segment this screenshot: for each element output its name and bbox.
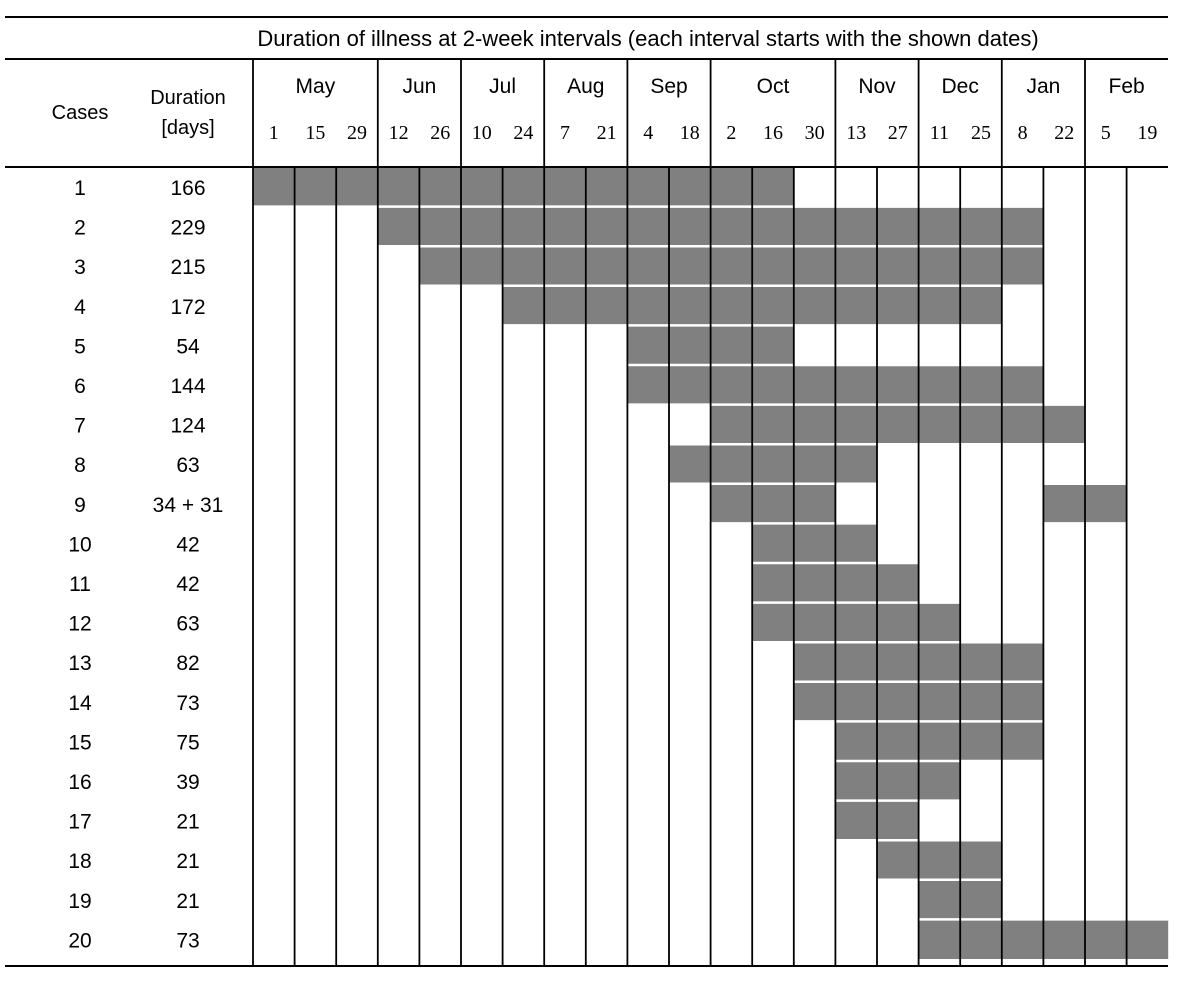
shaded-bar-case-10 [752, 523, 877, 563]
case-number: 15 [68, 731, 91, 754]
interval-date-label: 15 [305, 122, 325, 144]
case-number: 12 [68, 613, 91, 636]
case-number: 7 [74, 415, 86, 438]
duration-value: 215 [170, 256, 205, 279]
interval-date-label: 5 [1101, 122, 1111, 144]
duration-value: 42 [176, 573, 199, 596]
interval-date-label: 18 [680, 122, 700, 144]
duration-value: 82 [176, 652, 199, 675]
month-label: Aug [567, 75, 604, 98]
interval-date-label: 29 [347, 122, 367, 144]
month-label: Oct [757, 75, 790, 98]
duration-value: 172 [170, 296, 205, 319]
duration-value: 124 [170, 415, 205, 438]
grid-lines [5, 16, 1168, 967]
interval-date-label: 22 [1054, 122, 1074, 144]
interval-date-label: 8 [1018, 122, 1028, 144]
case-number: 3 [74, 256, 86, 279]
shaded-bar-case-16 [835, 761, 961, 801]
month-label: Dec [942, 75, 979, 98]
case-number: 13 [68, 652, 91, 675]
interval-date-label: 7 [560, 122, 570, 144]
duration-value: 39 [176, 771, 199, 794]
month-label: May [296, 75, 336, 98]
duration-value: 42 [176, 533, 199, 556]
interval-date-label: 25 [971, 122, 991, 144]
duration-value: 21 [176, 850, 199, 873]
interval-date-label: 11 [930, 122, 949, 144]
month-label: Jul [489, 75, 516, 98]
month-label: Jan [1026, 75, 1060, 98]
case-number: 18 [68, 850, 91, 873]
duration-value: 73 [176, 929, 199, 952]
duration-value: 229 [170, 217, 205, 240]
case-number: 11 [69, 573, 91, 596]
header-duration: Duration [150, 87, 226, 109]
case-number: 16 [68, 771, 91, 794]
duration-value: 21 [176, 890, 199, 913]
case-number: 1 [74, 177, 86, 200]
duration-value: 63 [176, 454, 199, 477]
interval-date-label: 16 [763, 122, 783, 144]
interval-date-label: 30 [805, 122, 825, 144]
chart-title: Duration of illness at 2-week intervals … [257, 26, 1038, 51]
header-duration-unit: [days] [161, 117, 214, 139]
case-number: 9 [74, 494, 86, 517]
month-label: Jun [402, 75, 436, 98]
shaded-bar-case-1 [253, 167, 794, 207]
interval-date-label: 19 [1137, 122, 1157, 144]
interval-date-label: 26 [430, 122, 450, 144]
duration-value: 144 [170, 375, 205, 398]
duration-labels: 166 229 215 172 54 144 124 63 34 + 31 42 42 63 82 73 7… [153, 177, 224, 952]
case-number: 2 [74, 217, 86, 240]
interval-date-label: 10 [472, 122, 492, 144]
duration-value: 21 [176, 811, 199, 834]
interval-date-label: 1 [269, 122, 279, 144]
case-number: 6 [74, 375, 86, 398]
case-number: 17 [68, 811, 91, 834]
shaded-bar-case-12 [752, 602, 961, 643]
interval-date-labels: 1 15 29 12 26 10 24 7 21 4 18 2 16 30 13 27 11 25 8 22 5 19 [269, 122, 1158, 144]
duration-value: 166 [170, 177, 205, 200]
case-number: 5 [74, 335, 86, 358]
interval-date-label: 4 [643, 122, 653, 144]
case-number: 19 [68, 890, 91, 913]
duration-value: 75 [176, 731, 199, 754]
interval-date-label: 13 [846, 122, 866, 144]
month-labels: May Jun Jul Aug Sep Oct Nov Dec Jan Feb [296, 75, 1145, 98]
interval-date-label: 12 [389, 122, 409, 144]
duration-value: 63 [176, 613, 199, 636]
interval-date-label: 27 [888, 122, 908, 144]
duration-value: 34 + 31 [153, 494, 224, 517]
interval-date-label: 21 [597, 122, 617, 144]
shaded-bar-case-3 [419, 246, 1044, 286]
interval-date-label: 2 [726, 122, 736, 144]
case-number: 20 [68, 929, 91, 952]
case-number: 10 [68, 533, 91, 556]
duration-value: 54 [176, 335, 200, 358]
duration-value: 73 [176, 692, 199, 715]
shaded-bar-case-9 [710, 483, 836, 524]
shaded-bar-case-7 [710, 404, 1085, 445]
month-label: Nov [858, 75, 896, 98]
month-label: Feb [1109, 75, 1145, 98]
case-number: 8 [74, 454, 86, 477]
case-number: 4 [74, 296, 86, 319]
shaded-bar-case-8 [669, 444, 877, 484]
header-cases: Cases [52, 102, 109, 124]
shaded-bar-case-18 [877, 840, 1002, 880]
case-number: 14 [68, 692, 92, 715]
interval-date-label: 24 [513, 122, 533, 144]
shaded-bar-case-15 [835, 721, 1044, 761]
month-label: Sep [650, 75, 687, 98]
